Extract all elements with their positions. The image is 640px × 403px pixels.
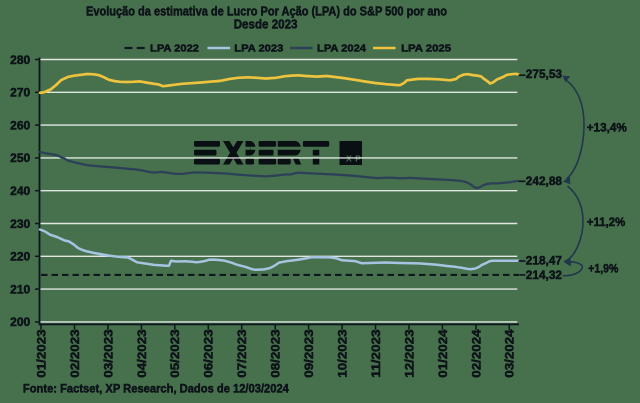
svg-text:Evolução da estimativa de Lucr: Evolução da estimativa de Lucro Por Ação…: [86, 4, 447, 19]
svg-text:05/2023: 05/2023: [168, 329, 182, 378]
svg-text:01/2023: 01/2023: [34, 329, 48, 378]
svg-text:240: 240: [10, 184, 30, 198]
svg-text:LPA 2022: LPA 2022: [150, 43, 199, 55]
svg-text:280: 280: [10, 53, 30, 67]
svg-text:Desde 2023: Desde 2023: [234, 17, 298, 32]
svg-text:270: 270: [10, 86, 30, 100]
svg-text:LPA 2024: LPA 2024: [317, 43, 366, 55]
svg-text:06/2023: 06/2023: [202, 329, 216, 378]
svg-text:02/2023: 02/2023: [68, 329, 82, 378]
svg-text:214,32: 214,32: [526, 268, 562, 282]
svg-text:200: 200: [10, 315, 30, 329]
svg-text:242,88: 242,88: [526, 174, 562, 188]
svg-text:230: 230: [10, 217, 30, 231]
svg-text:+1,9%: +1,9%: [588, 261, 618, 275]
svg-text:Fonte: Factset, XP Research, D: Fonte: Factset, XP Research, Dados de 12…: [23, 382, 289, 396]
svg-text:220: 220: [10, 250, 30, 264]
svg-text:260: 260: [10, 118, 30, 132]
svg-text:210: 210: [10, 282, 30, 296]
svg-text:+13,4%: +13,4%: [587, 121, 627, 135]
svg-text:01/2024: 01/2024: [436, 329, 450, 378]
svg-text:02/2024: 02/2024: [469, 329, 483, 378]
svg-text:04/2023: 04/2023: [135, 329, 149, 378]
svg-text:12/2023: 12/2023: [402, 329, 416, 378]
svg-text:250: 250: [10, 151, 30, 165]
svg-text:09/2023: 09/2023: [302, 329, 316, 378]
svg-text:11/2023: 11/2023: [369, 329, 383, 378]
svg-text:+11,2%: +11,2%: [587, 215, 625, 229]
svg-text:10/2023: 10/2023: [336, 329, 350, 378]
svg-text:07/2023: 07/2023: [235, 329, 249, 378]
svg-text:03/2024: 03/2024: [503, 329, 517, 378]
svg-text:LPA 2023: LPA 2023: [234, 43, 283, 55]
svg-text:08/2023: 08/2023: [269, 329, 283, 378]
svg-text:275,53: 275,53: [526, 67, 562, 81]
svg-text:218,47: 218,47: [526, 254, 562, 268]
svg-text:LPA 2025: LPA 2025: [401, 43, 451, 55]
svg-text:03/2023: 03/2023: [101, 329, 115, 378]
